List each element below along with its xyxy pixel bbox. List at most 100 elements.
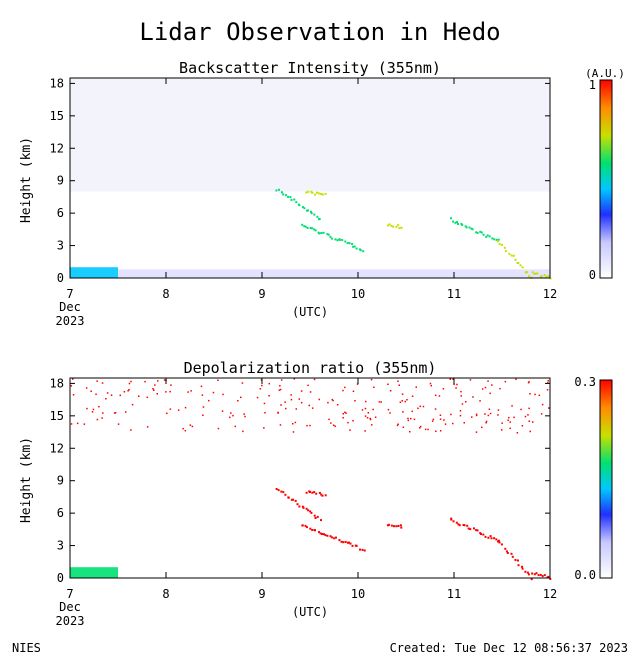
backscatter-y-tick-label: 15 [50,109,64,123]
depolarization-noise-point [347,421,349,424]
depolarization-noise-point [308,404,310,407]
backscatter-cloud-point [315,191,318,194]
depolarization-noise-point [475,413,478,416]
depolarization-cloud-point [314,529,316,532]
backscatter-x-label: (UTC) [292,305,328,319]
depolarization-cloud-point [495,538,498,541]
depolarization-noise-point [389,390,392,392]
backscatter-cloud-point [475,231,478,234]
depolarization-cloud-point [489,535,492,538]
depolarization-noise-point [515,378,517,381]
depolarization-noise-point [524,415,527,418]
depolarization-cloud-point [319,532,322,535]
depolarization-x-year: 2023 [56,614,85,628]
depolarization-noise-point [471,416,473,418]
depolarization-cloud-point [517,564,520,567]
depolarization-noise-point [527,414,529,416]
depolarization-noise-point [237,400,239,402]
backscatter-cloud-point [496,240,499,243]
backscatter-cloud-point [341,239,344,241]
depolarization-cloud-point [450,518,453,521]
depolarization-cloud-point [290,498,293,501]
backscatter-cloud-point [322,231,325,234]
backscatter-cloud-point [310,190,313,193]
depolarization-noise-point [461,403,464,405]
depolarization-cloud-point [348,541,350,544]
depolarization-noise-point [407,417,409,420]
depolarization-noise-point [243,413,245,415]
depolarization-y-tick-label: 0 [57,571,64,585]
depolarization-noise-point [419,427,421,429]
depolarization-noise-point [479,400,481,402]
depolarization-noise-point [256,396,259,399]
depolarization-noise-point [487,414,490,417]
depolarization-cloud-point [318,491,321,494]
depolarization-cloud-point [475,529,478,532]
depolarization-cloud-point [549,578,552,580]
depolarization-cloud-point [467,527,470,530]
backscatter-colorbar-min: 0 [589,268,596,282]
depolarization-cloud-point [309,527,312,530]
backscatter-cloud-point [336,239,339,242]
depolarization-noise-point [424,428,427,431]
depolarization-noise-point [154,384,156,386]
depolarization-noise-point [184,406,187,409]
depolarization-cloud-point [324,494,327,497]
depolarization-cloud-point [315,492,318,495]
depolarization-cloud-point [547,575,550,578]
depolarization-noise-point [459,414,462,417]
backscatter-cloud-point [512,254,515,257]
depolarization-noise-point [366,417,369,419]
depolarization-noise-point [241,382,244,384]
depolarization-noise-point [96,418,99,421]
depolarization-noise-point [455,387,457,389]
depolarization-y-tick-label: 9 [57,474,64,488]
depolarization-noise-point [409,431,411,433]
depolarization-noise-point [318,398,320,401]
depolarization-noise-point [91,411,94,413]
depolarization-cloud-point [324,534,327,537]
depolarization-noise-point [146,396,149,399]
depolarization-noise-point [240,396,242,399]
backscatter-cloud-point [301,206,304,209]
depolarization-noise-point [429,382,432,385]
depolarization-noise-point [402,411,404,413]
depolarization-noise-point [309,391,312,393]
depolarization-cloud-point [292,498,295,501]
backscatter-cloud-point [346,242,349,245]
depolarization-cloud-point [524,570,527,573]
depolarization-cloud-3 [305,490,327,497]
depolarization-cloud-point [455,521,458,524]
depolarization-noise-point [484,413,486,415]
depolarization-cloud-point [342,541,345,544]
depolarization-noise-point [156,393,158,395]
depolarization-cloud-point [351,544,354,547]
depolarization-cloud-point [275,488,278,490]
depolarization-noise-point [138,395,140,397]
backscatter-cloud-point [351,243,354,245]
depolarization-noise-point [469,379,472,381]
depolarization-cloud-point [338,539,341,542]
depolarization-noise-point [475,431,478,433]
depolarization-cloud-point [526,571,529,574]
depolarization-cloud-point [452,520,455,523]
backscatter-cloud-point [495,238,498,241]
depolarization-cloud-point [476,529,479,532]
backscatter-cloud-point [476,231,479,234]
depolarization-cloud-point [473,527,475,530]
depolarization-noise-point [459,410,462,412]
depolarization-cloud-point [466,524,469,527]
depolarization-noise-point [279,385,281,387]
backscatter-cloud-point [298,204,301,207]
depolarization-cloud-point [487,536,490,539]
depolarization-noise-point [278,389,281,391]
depolarization-noise-point [442,388,445,390]
depolarization-noise-point [460,390,462,393]
depolarization-cloud-point [310,511,313,514]
backscatter-cloud-point [307,190,310,193]
backscatter-colorbar-max: 1 [589,78,596,92]
backscatter-cloud-7 [496,240,533,279]
depolarization-noise-point [452,378,454,381]
depolarization-noise-point [221,410,224,412]
depolarization-noise-point [117,423,120,425]
